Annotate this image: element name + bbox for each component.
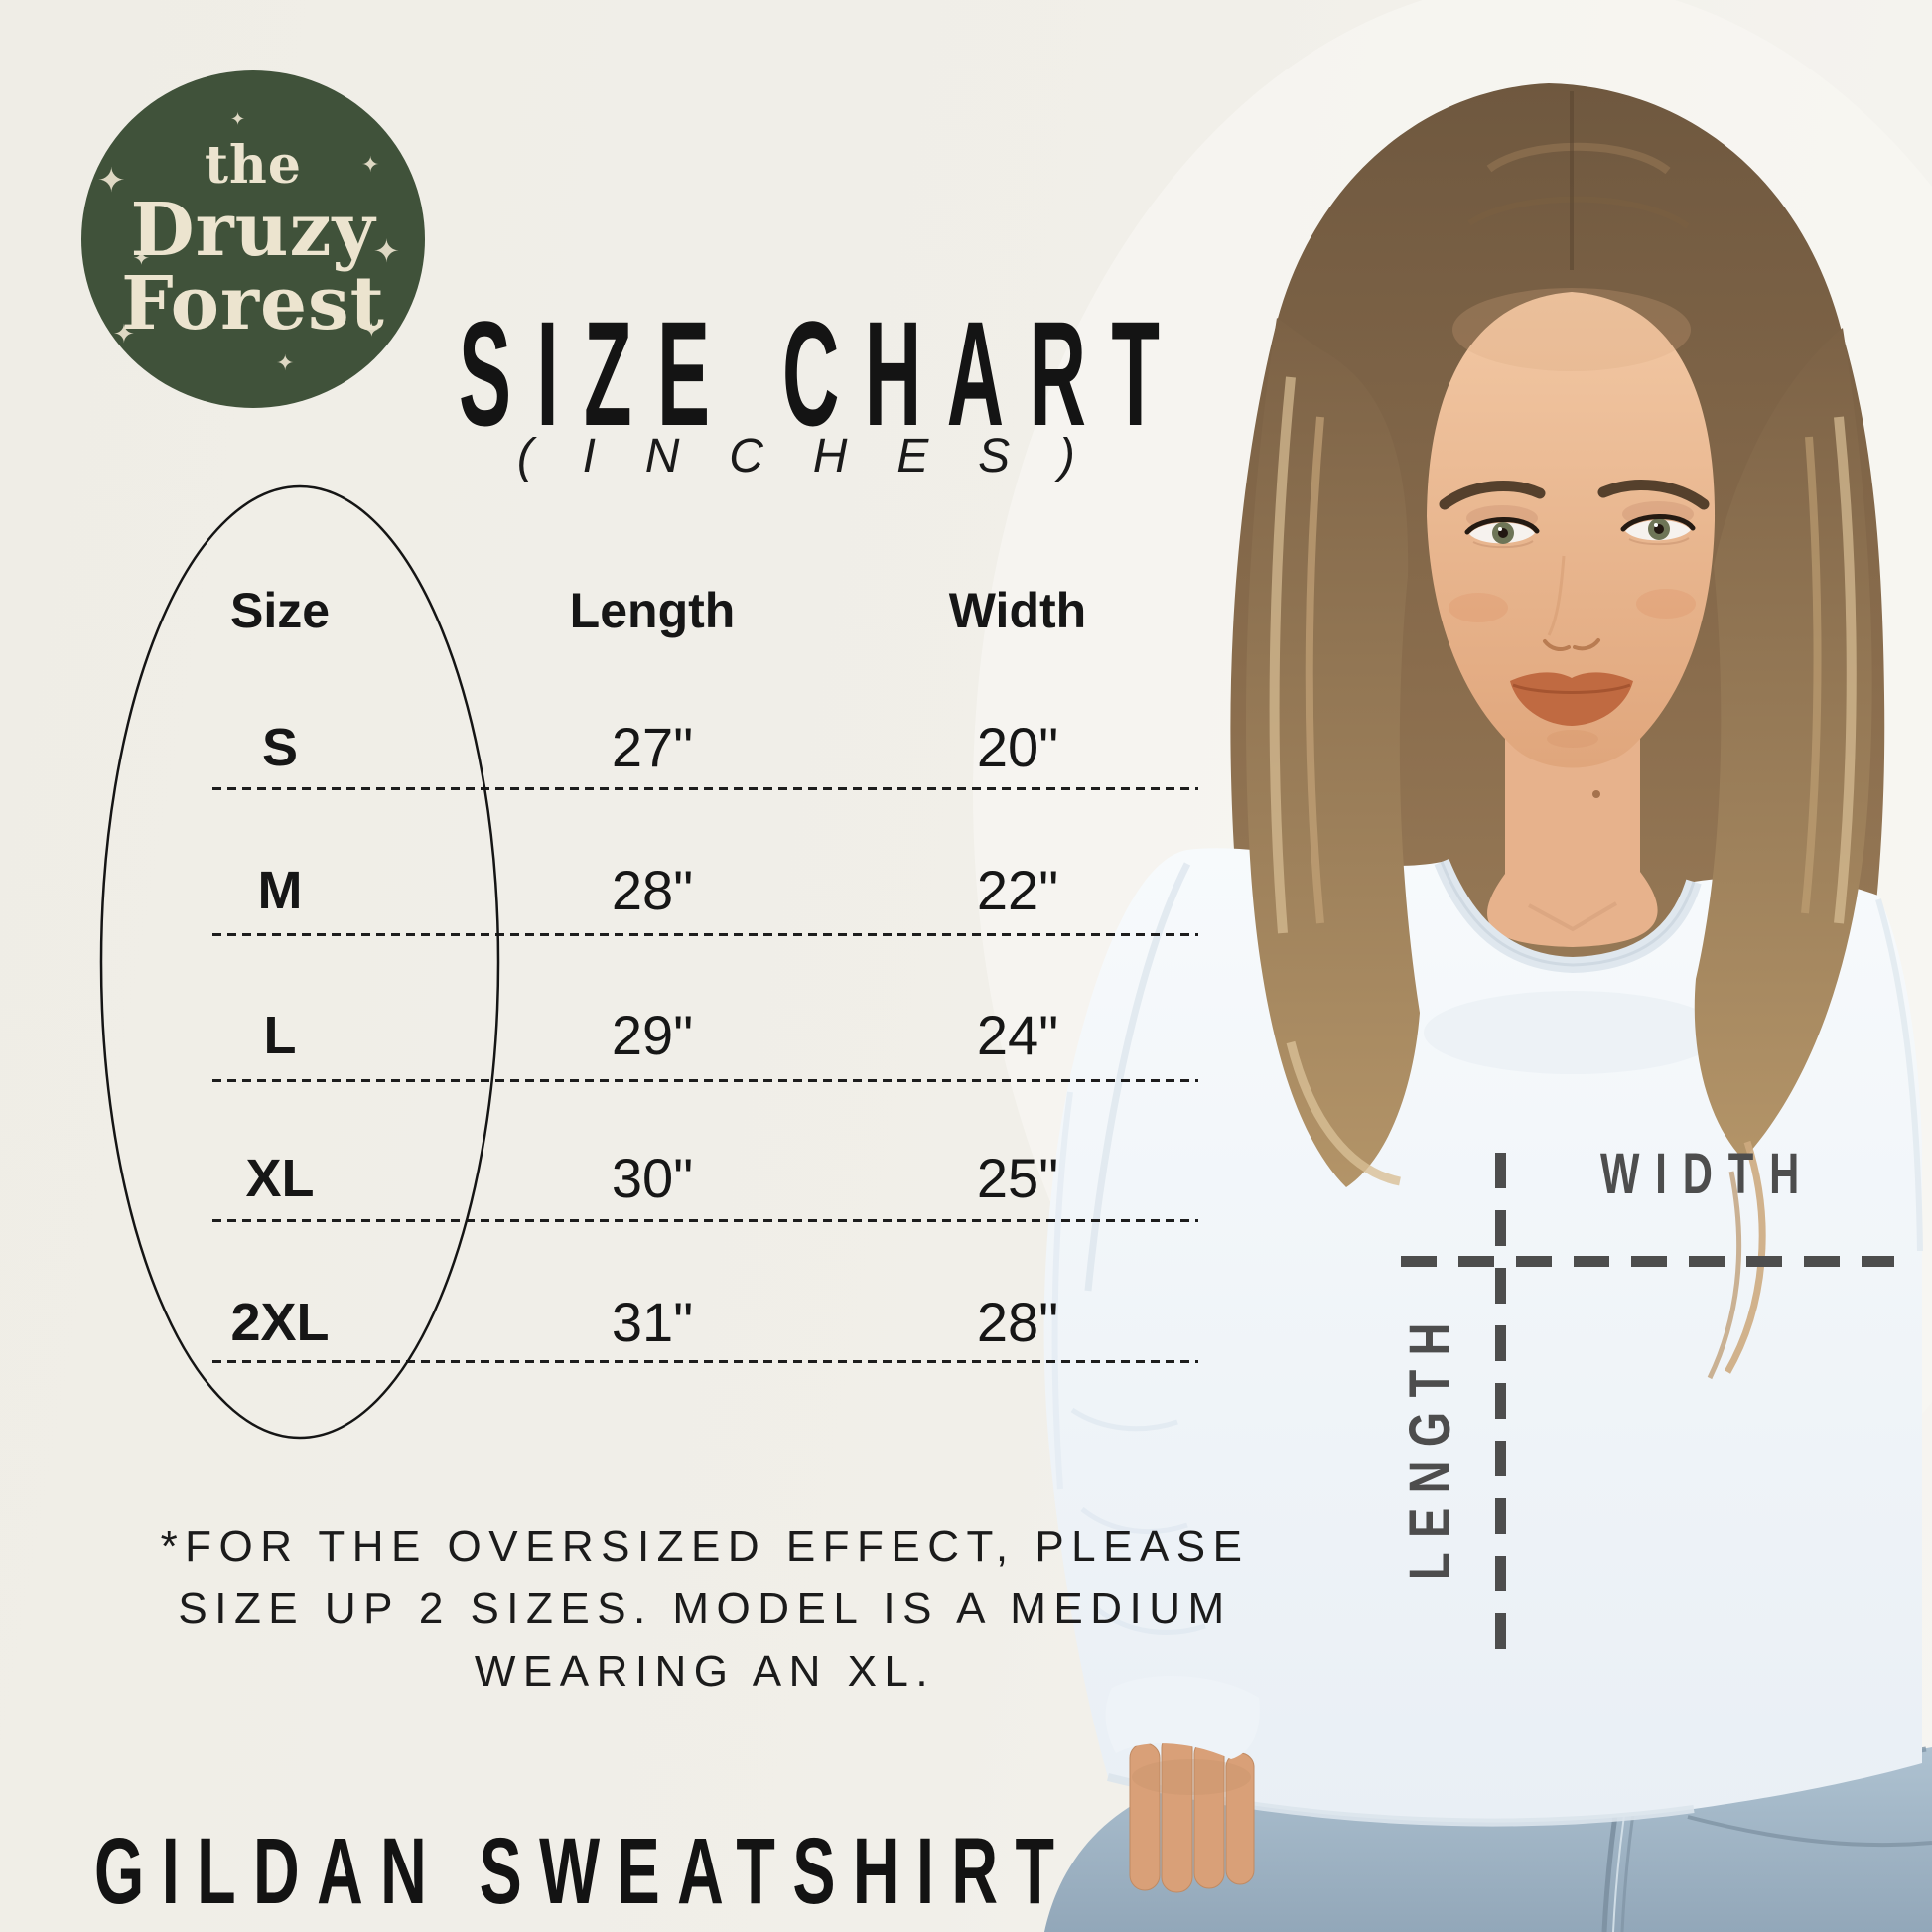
length-cell: 30" xyxy=(611,1147,694,1209)
row-divider xyxy=(212,1360,1198,1363)
sizing-note: *FOR THE OVERSIZED EFFECT, PLEASE SIZE U… xyxy=(10,1515,1400,1703)
row-divider xyxy=(212,787,1198,790)
length-measure-line xyxy=(1495,1153,1506,1653)
row-divider xyxy=(212,1079,1198,1082)
column-header-length: Length xyxy=(569,583,736,638)
size-cell: XL xyxy=(245,1149,315,1208)
note-line: SIZE UP 2 SIZES. MODEL IS A MEDIUM xyxy=(178,1585,1232,1633)
hair-front xyxy=(1246,318,1872,1380)
sparkle-icon: ✦ xyxy=(373,233,400,269)
table-header-row: Size Length Width xyxy=(0,585,1241,636)
page-title: SIZE CHART xyxy=(459,290,1185,457)
length-cell: 27" xyxy=(611,716,694,778)
table-row: S 27" 20" xyxy=(0,716,1241,778)
width-measure-line xyxy=(1401,1256,1894,1267)
row-divider xyxy=(212,1219,1198,1222)
eyebrow-right xyxy=(1597,480,1710,510)
sparkle-icon: ✦ xyxy=(363,320,380,342)
sparkle-icon: ✦ xyxy=(276,350,295,375)
length-label: LENGTH xyxy=(1398,1309,1462,1580)
table-row: 2XL 31" 28" xyxy=(0,1291,1241,1353)
sparkle-icon: ✦ xyxy=(361,152,380,177)
lips xyxy=(1510,672,1633,726)
brand-line-2: Druzy xyxy=(130,188,376,273)
sparkle-icon: ✦ xyxy=(97,162,126,200)
sweatshirt xyxy=(1043,848,1923,1827)
eye-left xyxy=(1464,517,1540,549)
length-cell: 31" xyxy=(611,1291,694,1353)
size-cell: L xyxy=(263,1006,297,1065)
hand xyxy=(1105,1675,1260,1893)
brand-line-3: Forest xyxy=(121,261,385,346)
size-cell: 2XL xyxy=(230,1293,330,1352)
blush-left xyxy=(1449,593,1508,622)
width-cell: 25" xyxy=(976,1147,1059,1209)
table-row: M 28" 22" xyxy=(0,859,1241,921)
table-row: L 29" 24" xyxy=(0,1004,1241,1066)
brand-logo: ✦ ✦ ✦ ✦ ✦ ✦ ✦ ✦ the Druzy Forest xyxy=(81,70,425,408)
eyebrow-left xyxy=(1439,481,1546,510)
size-cell: S xyxy=(261,718,299,777)
beauty-mark xyxy=(1592,790,1600,798)
length-cell: 28" xyxy=(611,859,694,921)
page-subtitle: ( I N C H E S ) xyxy=(516,430,1094,483)
sparkle-icon: ✦ xyxy=(230,109,246,129)
sparkle-icon: ✦ xyxy=(113,319,135,348)
width-cell: 20" xyxy=(976,716,1059,778)
brand-line-1: the xyxy=(205,135,302,196)
eye-right xyxy=(1620,514,1696,546)
note-line: WEARING AN XL. xyxy=(474,1647,936,1696)
nose xyxy=(1547,555,1566,636)
width-label: WIDTH xyxy=(1600,1142,1816,1206)
width-cell: 28" xyxy=(976,1291,1059,1353)
table-row: XL 30" 25" xyxy=(0,1147,1241,1209)
width-cell: 24" xyxy=(976,1004,1059,1066)
blush-right xyxy=(1636,589,1696,619)
product-name: GILDAN SWEATSHIRT xyxy=(94,1819,1072,1924)
column-header-size: Size xyxy=(229,583,331,638)
note-line: *FOR THE OVERSIZED EFFECT, PLEASE xyxy=(160,1522,1250,1571)
width-cell: 22" xyxy=(976,859,1059,921)
sleeve-cuff xyxy=(1105,1675,1260,1759)
sparkle-icon: ✦ xyxy=(133,248,150,270)
size-cell: M xyxy=(257,861,303,920)
column-header-width: Width xyxy=(948,583,1087,638)
face xyxy=(1427,288,1716,798)
row-divider xyxy=(212,933,1198,936)
length-cell: 29" xyxy=(611,1004,694,1066)
